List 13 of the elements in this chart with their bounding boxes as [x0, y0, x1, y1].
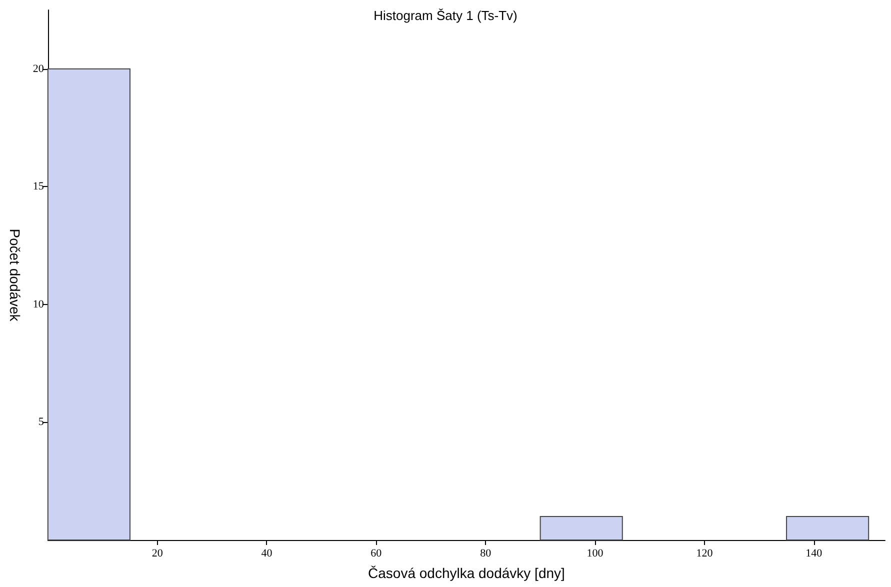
- y-tick-label: 10: [32, 298, 44, 310]
- x-tick-label: 100: [586, 548, 604, 560]
- x-tick-label: 20: [152, 548, 164, 560]
- y-tick-label: 15: [32, 180, 44, 193]
- y-tick-label: 20: [32, 62, 44, 75]
- x-axis-title: Časová odchylka dodávky [dny]: [368, 565, 565, 581]
- x-tick-label: 40: [261, 548, 273, 560]
- x-tick-label: 60: [370, 548, 382, 560]
- x-tick-label: 80: [480, 548, 492, 560]
- x-tick-label: 120: [696, 548, 714, 560]
- y-axis-title: Počet dodávek: [7, 228, 23, 322]
- chart-title: Histogram Šaty 1 (Ts-Tv): [374, 8, 518, 23]
- x-tick-label: 140: [806, 548, 823, 560]
